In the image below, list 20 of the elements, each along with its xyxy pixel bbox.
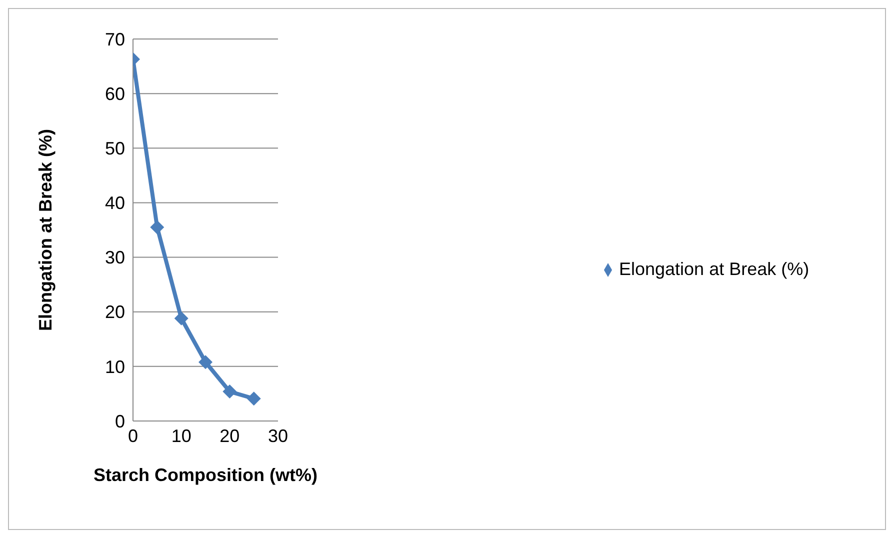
y-tick-label: 60 (104, 84, 125, 104)
y-tick-label: 0 (114, 411, 125, 432)
point (198, 355, 212, 370)
x-tick-label: 0 (128, 426, 138, 446)
y-tick-label: 10 (104, 356, 125, 377)
y-tick-label: 30 (104, 248, 125, 268)
point (222, 384, 237, 399)
y-tick-label: 40 (104, 193, 125, 214)
y-tick-label: 50 (104, 138, 125, 159)
y-tick-label: 70 (104, 29, 125, 50)
point (150, 220, 164, 234)
x-tick-label: 10 (171, 426, 192, 446)
x-axis-title: Starch Composition (wt%) (94, 465, 318, 485)
x-tick-label: 20 (220, 426, 240, 446)
x-tick-label: 30 (268, 426, 288, 446)
point (246, 392, 261, 406)
point (174, 311, 188, 326)
y-tick-label: 20 (104, 302, 125, 322)
y-axis-title: Elongation at Break (%) (35, 128, 56, 332)
legend-label: Elongation at Break (%) (619, 258, 810, 278)
